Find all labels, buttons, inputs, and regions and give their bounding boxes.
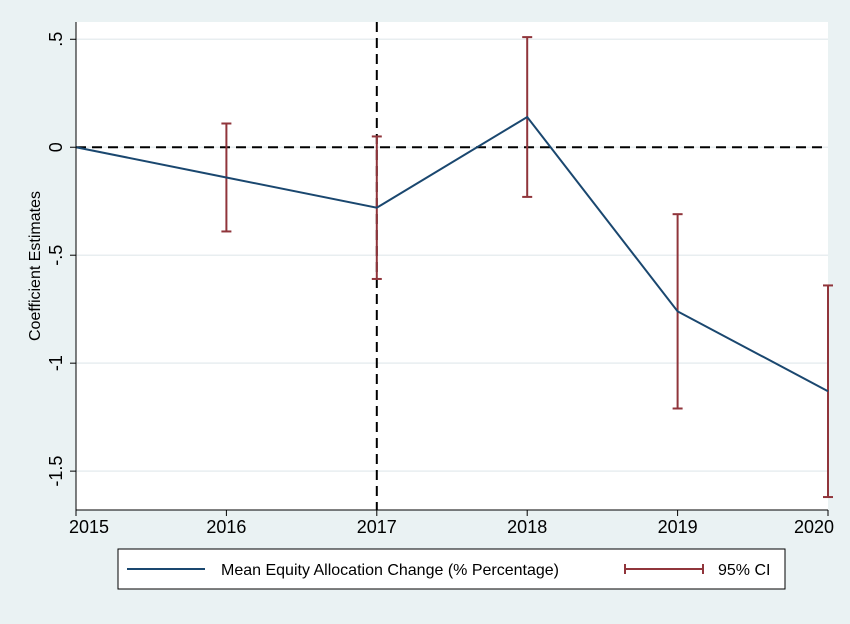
y-tick-label: -1	[46, 355, 66, 371]
x-tick-label: 2020	[794, 517, 834, 537]
legend-series-label: Mean Equity Allocation Change (% Percent…	[221, 562, 559, 579]
plot-area	[76, 22, 828, 510]
y-axis-title: Coefficient Estimates	[27, 191, 44, 341]
y-tick-label: -.5	[46, 245, 66, 266]
x-tick-label: 2017	[357, 517, 397, 537]
y-tick-label: .5	[46, 32, 66, 47]
x-tick-label: 2015	[69, 517, 109, 537]
legend-ci-label: 95% CI	[718, 562, 770, 579]
x-tick-label: 2018	[507, 517, 547, 537]
y-tick-label: 0	[46, 142, 66, 152]
y-tick-label: -1.5	[46, 456, 66, 487]
x-tick-label: 2019	[658, 517, 698, 537]
legend: Mean Equity Allocation Change (% Percent…	[118, 549, 785, 589]
x-tick-label: 2016	[206, 517, 246, 537]
